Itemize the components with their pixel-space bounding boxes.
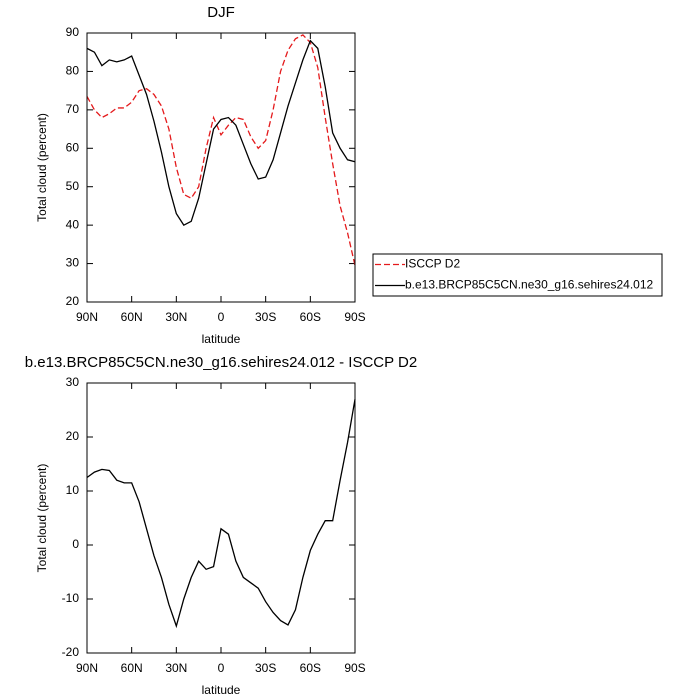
x-axis-label: latitude [202,332,241,346]
data-line [86,399,356,629]
x-tick-label: 60N [121,310,143,324]
y-tick-label: -20 [62,645,80,659]
y-tick-label: 0 [72,537,79,551]
y-axis-label: Total cloud (percent) [35,113,49,222]
x-tick-label: 60N [121,661,143,675]
y-tick-label: 10 [66,483,80,497]
y-tick-label: 20 [66,429,80,443]
x-tick-label: 90S [344,661,365,675]
legend-label: b.e13.BRCP85C5CN.ne30_g16.sehires24.012 [405,278,653,292]
y-tick-label: 80 [66,64,80,78]
x-tick-label: 90S [344,310,365,324]
y-tick-label: 90 [66,25,80,39]
legend-box [372,253,663,297]
x-tick-label: 0 [218,310,225,324]
chart-title: DJF [207,4,235,21]
y-tick-label: 30 [66,375,80,389]
x-tick-label: 60S [300,310,321,324]
plot-frame [86,382,356,654]
y-tick-label: 30 [66,256,80,270]
data-line [86,39,356,226]
legend-label: ISCCP D2 [405,257,460,271]
x-tick-label: 90N [76,310,98,324]
x-tick-label: 30S [255,661,276,675]
x-tick-label: 90N [76,661,98,675]
x-tick-label: 30N [165,661,187,675]
y-tick-label: 50 [66,179,80,193]
data-line [86,34,356,266]
y-axis-label: Total cloud (percent) [35,464,49,573]
x-tick-label: 30S [255,310,276,324]
y-tick-label: 60 [66,140,80,154]
chart-title: b.e13.BRCP85C5CN.ne30_g16.sehires24.012 … [25,354,417,371]
x-axis-label: latitude [202,683,241,697]
x-tick-label: 60S [300,661,321,675]
x-tick-label: 30N [165,310,187,324]
plot-frame [86,32,356,303]
y-tick-label: 40 [66,217,80,231]
y-tick-label: 70 [66,102,80,116]
y-tick-label: 20 [66,294,80,308]
y-tick-label: -10 [62,591,80,605]
x-tick-label: 0 [218,661,225,675]
